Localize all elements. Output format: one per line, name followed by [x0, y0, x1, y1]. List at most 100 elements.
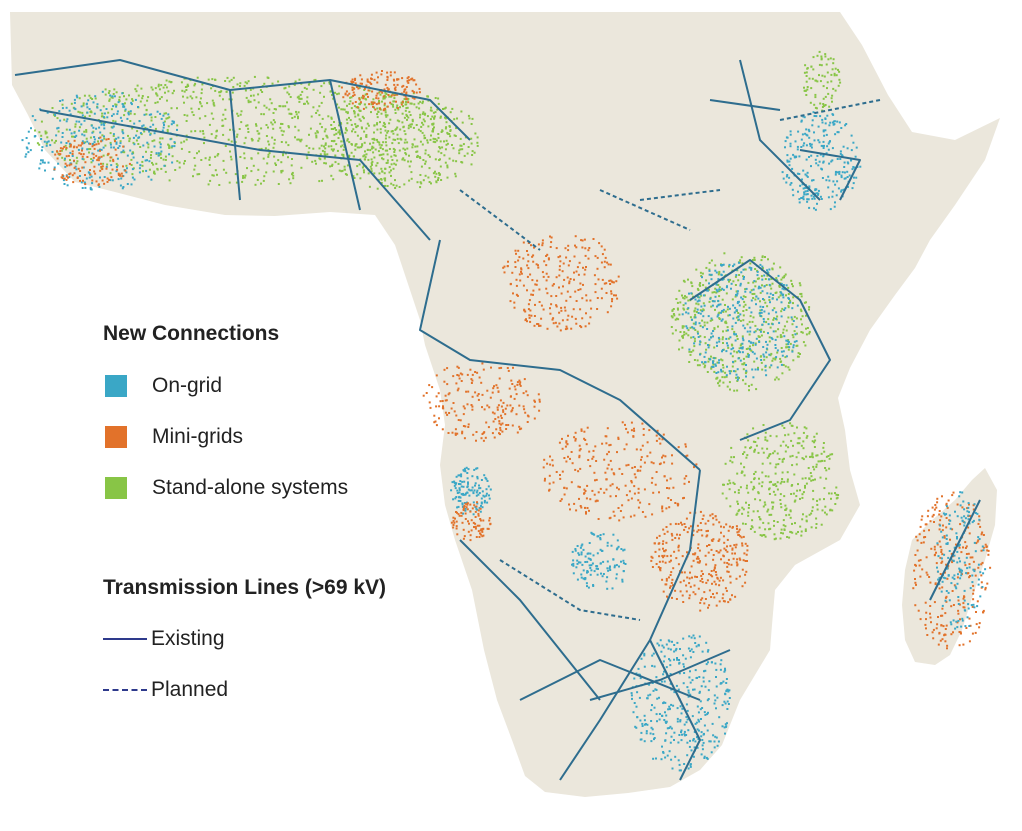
connection-dot [152, 163, 155, 166]
connection-dot [489, 488, 492, 491]
connection-dot [95, 127, 98, 130]
connection-dot [985, 545, 988, 548]
connection-dot [729, 575, 732, 578]
connection-dot [352, 175, 355, 178]
connection-dot [663, 670, 665, 673]
connection-dot [669, 673, 672, 675]
connection-dot [781, 471, 784, 474]
connection-dot [788, 301, 790, 304]
connection-dot [446, 367, 449, 370]
connection-dot [488, 517, 491, 520]
connection-dot [334, 91, 337, 94]
connection-dot [412, 126, 415, 129]
connection-dot [682, 579, 685, 582]
connection-dot [779, 291, 782, 294]
connection-dot [378, 101, 381, 104]
connection-dot [670, 758, 673, 761]
connection-dot [729, 598, 732, 601]
connection-dot [176, 107, 178, 110]
connection-dot [67, 154, 70, 157]
connection-dot [709, 358, 711, 361]
connection-dot [752, 427, 755, 430]
connection-dot [804, 484, 806, 487]
connection-dot [917, 609, 920, 612]
connection-dot [742, 295, 745, 298]
connection-dot [287, 108, 290, 111]
connection-dot [255, 123, 257, 126]
connection-dot [828, 467, 831, 470]
connection-dot [394, 86, 397, 89]
connection-dot [731, 365, 734, 368]
connection-dot [53, 141, 56, 144]
connection-dot [351, 130, 353, 133]
connection-dot [116, 164, 119, 167]
connection-dot [827, 58, 830, 61]
connection-dot [260, 113, 263, 116]
connection-dot [442, 405, 444, 408]
connection-dot [925, 611, 928, 614]
connection-dot [431, 115, 434, 118]
connection-dot [463, 154, 466, 157]
connection-dot [714, 364, 717, 367]
connection-dot [150, 154, 152, 157]
connection-dot [803, 86, 805, 89]
connection-dot [661, 554, 664, 557]
connection-dot [968, 576, 971, 579]
connection-dot [791, 323, 794, 326]
connection-dot [100, 123, 103, 126]
connection-dot [676, 657, 678, 659]
connection-dot [335, 129, 338, 131]
connection-dot [670, 559, 672, 562]
connection-dot [584, 325, 587, 328]
connection-dot [676, 533, 678, 536]
connection-dot [791, 307, 794, 310]
connection-dot [771, 297, 774, 300]
connection-dot [616, 297, 619, 300]
connection-dot [224, 117, 227, 120]
connection-dot [762, 306, 765, 308]
connection-dot [750, 525, 753, 528]
connection-dot [808, 136, 811, 139]
connection-dot [717, 361, 720, 364]
connection-dot [949, 519, 952, 522]
connection-dot [727, 690, 730, 693]
connection-dot [694, 316, 697, 319]
connection-dot [982, 611, 985, 614]
connection-dot [419, 130, 422, 133]
connection-dot [434, 175, 437, 178]
connection-dot [103, 182, 106, 185]
connection-dot [165, 79, 168, 82]
connection-dot [699, 700, 702, 703]
connection-dot [355, 126, 358, 129]
connection-dot [515, 284, 518, 287]
connection-dot [528, 299, 531, 302]
connection-dot [735, 335, 738, 338]
connection-dot [405, 113, 408, 116]
connection-dot [741, 337, 744, 340]
connection-dot [646, 697, 649, 700]
connection-dot [610, 290, 613, 293]
connection-dot [768, 493, 771, 495]
connection-dot [228, 80, 231, 83]
connection-dot [57, 126, 60, 129]
connection-dot [354, 82, 357, 85]
connection-dot [66, 118, 69, 121]
connection-dot [838, 121, 841, 124]
connection-dot [663, 655, 666, 658]
connection-dot [245, 96, 248, 99]
connection-dot [796, 442, 799, 445]
connection-dot [478, 524, 481, 527]
connection-dot [453, 484, 456, 487]
connection-dot [806, 171, 809, 174]
connection-dot [722, 680, 725, 683]
connection-dot [51, 107, 54, 109]
connection-dot [99, 131, 102, 134]
connection-dot [575, 300, 578, 302]
connection-dot [527, 260, 530, 263]
connection-dot [481, 393, 484, 396]
connection-dot [378, 154, 381, 157]
connection-dot [145, 150, 147, 153]
connection-dot [294, 125, 297, 128]
connection-dot [778, 458, 781, 460]
connection-dot [36, 142, 39, 145]
